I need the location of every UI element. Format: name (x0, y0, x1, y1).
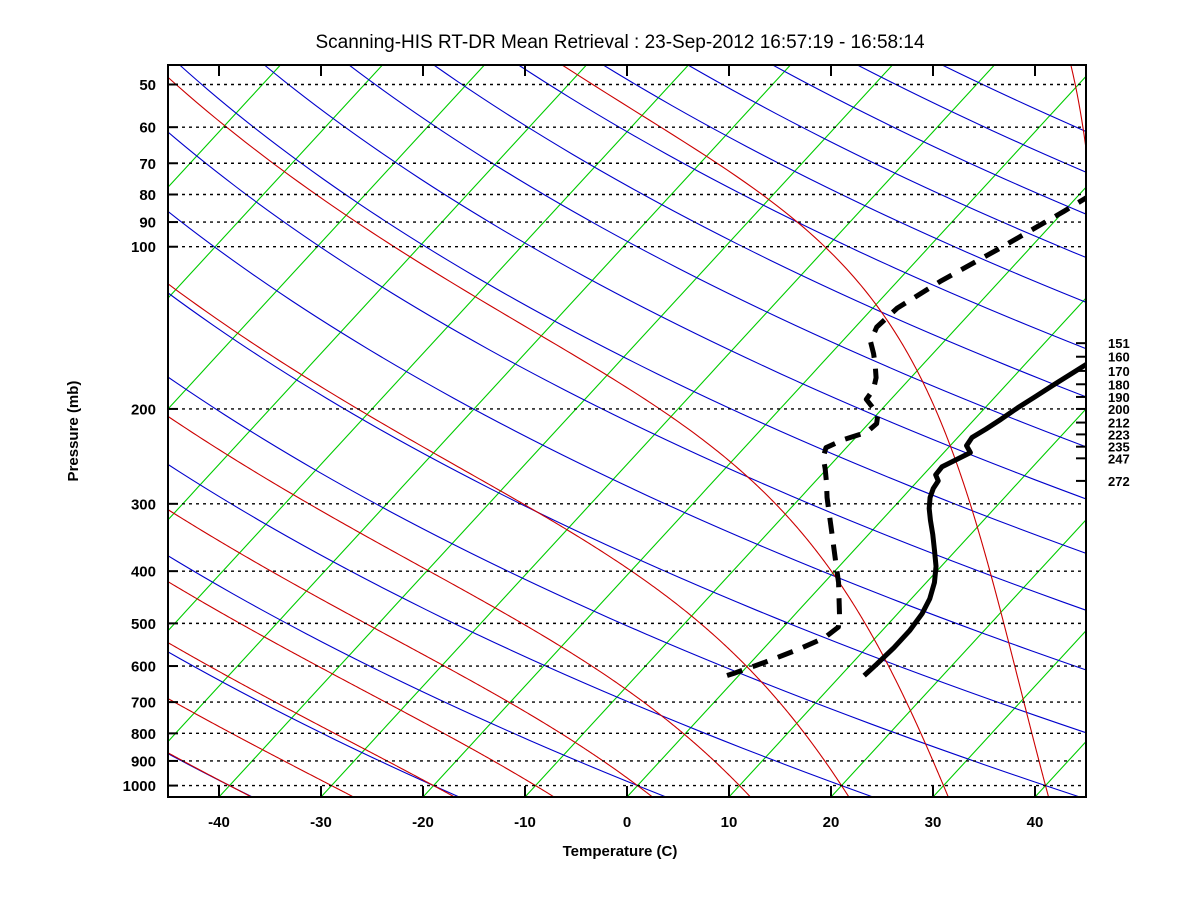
isotherm-line (320, 65, 995, 797)
dry-adiabat-line (179, 65, 1086, 554)
y-tick-label: 200 (131, 401, 156, 418)
right-tick-label: 247 (1108, 451, 1130, 466)
dry-adiabat-line (168, 555, 667, 797)
y-axis-label: Pressure (mb) (65, 381, 82, 482)
dry-adiabat-line (168, 463, 874, 797)
dry-adiabat-line (433, 65, 1086, 398)
horizontal-gridlines (168, 83, 1086, 787)
y-tick-label: 500 (131, 616, 156, 633)
isotherm-line (830, 519, 1086, 797)
x-axis-label: Temperature (C) (563, 843, 678, 860)
x-tick-label: -20 (412, 814, 434, 831)
y-axis-ticks: 50 60 70 80 90 100 200 300 400 500 600 700 800 900 100… (123, 77, 178, 795)
y-tick-label: 300 (131, 496, 156, 513)
x-tick-label: 40 (1027, 814, 1044, 831)
y-tick-label: 90 (139, 215, 156, 232)
temperature-profile-line (862, 361, 1086, 678)
right-tick-label: 170 (1108, 364, 1130, 379)
dry-adiabat-line (348, 65, 1086, 448)
dry-adiabat-line (168, 131, 1086, 611)
right-tick-label: 272 (1108, 474, 1130, 489)
profile-curves (722, 195, 1086, 680)
x-tick-label: 30 (925, 814, 942, 831)
plot-frame (167, 64, 1087, 798)
y-tick-label: 70 (139, 156, 156, 173)
x-tick-label: -30 (310, 814, 332, 831)
x-axis-ticks: -40 -30 -20 -10 0 10 20 30 40 (208, 65, 1043, 831)
saturated-adiabat-line (561, 65, 1050, 797)
y-tick-label: 800 (131, 726, 156, 743)
chart-title: Scanning-HIS RT-DR Mean Retrieval : 23-S… (315, 32, 924, 53)
right-tick-label: 180 (1108, 377, 1130, 392)
isotherm-line (168, 65, 485, 410)
dry-adiabat-line (687, 65, 1086, 259)
isotherm-line (168, 65, 791, 743)
x-tick-label: 0 (623, 814, 631, 831)
right-tick-label: 190 (1108, 390, 1130, 405)
y-tick-label: 600 (131, 659, 156, 676)
dry-adiabat-line (168, 292, 1086, 734)
isotherm-line (728, 408, 1086, 797)
saturated-adiabat-line (168, 642, 455, 797)
dry-adiabat-line (168, 210, 1086, 671)
saturated-adiabat-line (168, 415, 751, 797)
isotherm-line (168, 65, 383, 299)
saturated-adiabat-line (168, 752, 252, 797)
y-tick-label: 100 (131, 239, 156, 256)
dry-adiabat-line (772, 65, 1086, 215)
x-tick-label: 20 (823, 814, 840, 831)
isotherm-line (932, 629, 1086, 797)
dry-adiabat-line (602, 65, 1086, 303)
saturated-adiabat-line (168, 509, 653, 797)
right-tick-label: 151 (1108, 336, 1130, 351)
y-tick-label: 1000 (123, 778, 156, 795)
isotherm-line (168, 65, 689, 632)
y-tick-label: 900 (131, 753, 156, 770)
y-tick-label: 50 (139, 77, 156, 94)
y-tick-label: 700 (131, 695, 156, 712)
y-tick-label: 400 (131, 564, 156, 581)
dry-adiabat-line (264, 65, 1086, 500)
x-tick-label: 10 (721, 814, 738, 831)
x-tick-label: -10 (514, 814, 536, 831)
saturated-adiabat-line (168, 76, 949, 797)
dewpoint-profile-line (722, 195, 1086, 680)
right-tick-label: 212 (1108, 416, 1130, 431)
y-tick-label: 60 (139, 120, 156, 137)
x-tick-label: -40 (208, 814, 230, 831)
isotherm-line (422, 75, 1086, 797)
saturated-adiabat-line (168, 283, 850, 797)
saturated-adiabat-line (168, 697, 354, 797)
dry-adiabat-line (518, 65, 1086, 350)
isotherm-line (218, 65, 893, 797)
isotherm-line (524, 186, 1086, 797)
dry-adiabat-line (168, 651, 460, 797)
right-tick-label: 200 (1108, 402, 1130, 417)
isotherm-line (626, 297, 1086, 797)
y-tick-label: 80 (139, 187, 156, 204)
right-tick-label: 160 (1108, 350, 1130, 365)
right-tick-label: 235 (1108, 440, 1130, 455)
right-tick-label: 223 (1108, 427, 1130, 442)
dry-adiabat-line (168, 376, 1080, 797)
